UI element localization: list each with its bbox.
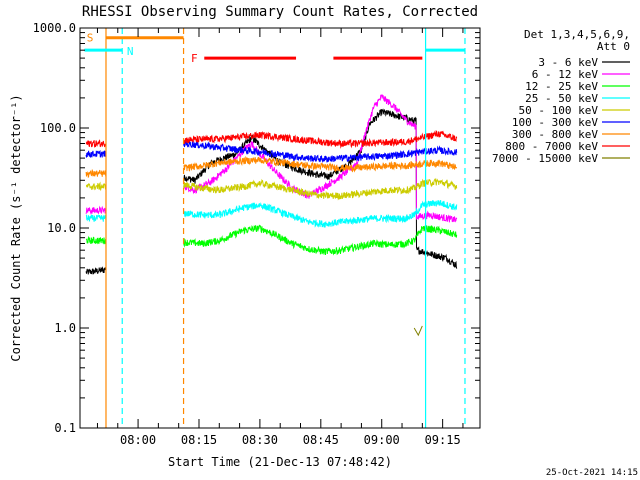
bar-label-s: S <box>87 32 94 45</box>
y-axis-label: Corrected Count Rate (s⁻¹ detector⁻¹) <box>9 94 23 361</box>
series-line-5 <box>86 177 458 201</box>
bar-label-f: F <box>191 52 198 65</box>
x-tick-label: 08:30 <box>242 433 278 447</box>
y-tick-label: 1.0 <box>54 321 76 335</box>
series-line-3 <box>85 224 458 256</box>
x-tick-label: 09:15 <box>425 433 461 447</box>
legend-label: 300 - 800 keV <box>512 128 598 141</box>
footer-date: 25-Oct-2021 14:15 <box>546 468 638 478</box>
y-tick-label: 100.0 <box>40 121 76 135</box>
x-tick-label: 09:00 <box>364 433 400 447</box>
x-axis-label: Start Time (21-Dec-13 07:48:42) <box>168 455 392 469</box>
series-line-9 <box>413 325 423 337</box>
legend-label: 3 - 6 keV <box>538 56 598 69</box>
marker-label-n: N <box>127 45 134 58</box>
series-line-1 <box>85 108 458 275</box>
plot-frame <box>79 27 481 429</box>
series-line-8 <box>85 129 458 149</box>
legend-label: 6 - 12 keV <box>532 68 599 81</box>
x-tick-label: 08:15 <box>181 433 217 447</box>
legend-label: 100 - 300 keV <box>512 116 598 129</box>
legend-label: 7000 - 15000 keV <box>492 152 598 165</box>
y-tick-label: 0.1 <box>54 421 76 435</box>
series-line-6 <box>85 140 458 164</box>
x-tick-label: 08:45 <box>303 433 339 447</box>
legend-label: 800 - 7000 keV <box>505 140 598 153</box>
legend-header-1: Det 1,3,4,5,6,9, <box>524 28 630 41</box>
series-line-7 <box>85 155 458 178</box>
legend-header-2: Att 0 <box>597 40 630 53</box>
series-line-4 <box>85 200 458 228</box>
x-tick-label: 08:00 <box>120 433 156 447</box>
y-tick-label: 1000.0 <box>33 21 76 35</box>
chart-title: RHESSI Observing Summary Count Rates, Co… <box>82 4 478 20</box>
legend-label: 25 - 50 keV <box>525 92 598 105</box>
series-line-2 <box>85 93 458 223</box>
legend-label: 50 - 100 keV <box>519 104 599 117</box>
y-tick-label: 10.0 <box>47 221 76 235</box>
axes: 0.1 1.0 10.0 100.0 1000.0 08:00 08:15 08:30 08:4… <box>33 21 480 447</box>
legend-label: 12 - 25 keV <box>525 80 598 93</box>
plot-area: S N F <box>84 28 466 428</box>
